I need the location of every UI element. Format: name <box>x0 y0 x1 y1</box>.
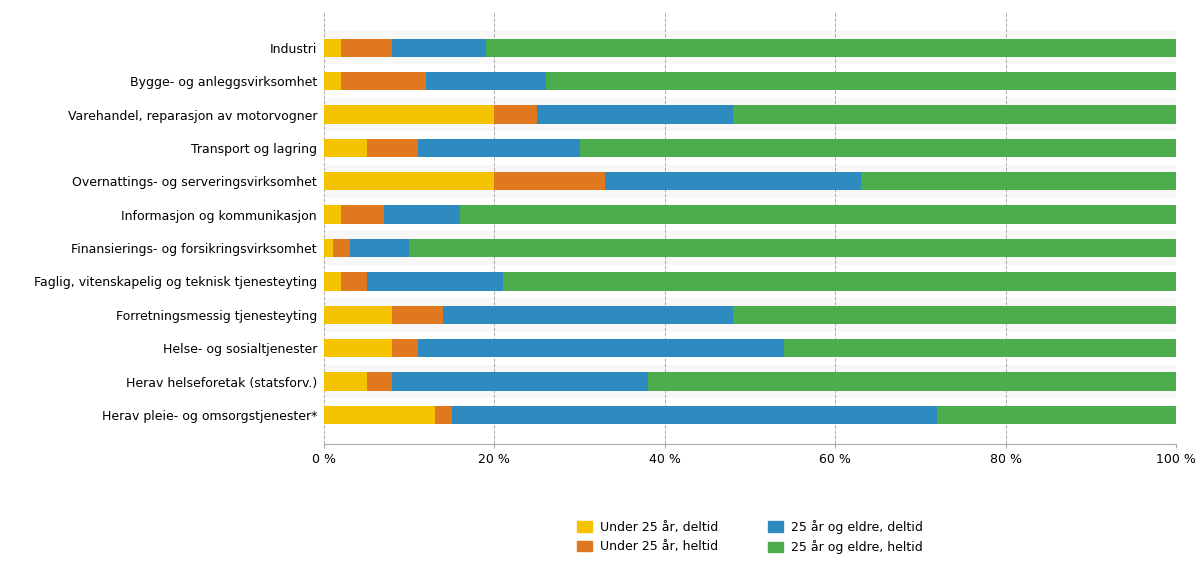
Bar <box>384 205 461 224</box>
Bar <box>392 339 418 357</box>
Bar <box>367 272 503 291</box>
Bar <box>324 72 341 90</box>
Bar <box>324 365 1176 398</box>
Bar <box>324 39 341 57</box>
Bar <box>392 39 486 57</box>
Bar <box>418 139 580 157</box>
Bar <box>418 339 784 357</box>
Bar <box>392 373 648 391</box>
Bar <box>324 31 1176 64</box>
Bar <box>392 306 443 324</box>
Bar <box>443 306 733 324</box>
Bar <box>367 373 392 391</box>
Bar <box>452 406 937 424</box>
Bar <box>324 373 367 391</box>
Bar <box>538 105 733 123</box>
Bar <box>937 406 1176 424</box>
Bar <box>546 72 1176 90</box>
Bar <box>324 406 434 424</box>
Bar <box>605 172 860 191</box>
Bar <box>324 172 494 191</box>
Bar <box>341 205 384 224</box>
Bar <box>324 239 332 257</box>
Bar <box>324 339 392 357</box>
Bar <box>324 272 341 291</box>
Bar <box>648 373 1176 391</box>
Bar <box>324 98 1176 131</box>
Bar <box>367 139 418 157</box>
Bar <box>324 164 1176 198</box>
Bar <box>341 272 367 291</box>
Bar <box>349 239 409 257</box>
Bar <box>341 39 392 57</box>
Bar <box>434 406 452 424</box>
Bar <box>494 105 538 123</box>
Bar <box>324 105 494 123</box>
Bar <box>494 172 605 191</box>
Bar <box>426 72 546 90</box>
Bar <box>580 139 1176 157</box>
Legend: Under 25 år, deltid, Under 25 år, heltid, 25 år og eldre, deltid, 25 år og eldre: Under 25 år, deltid, Under 25 år, heltid… <box>572 515 928 559</box>
Bar <box>324 205 341 224</box>
Bar <box>461 205 1176 224</box>
Bar <box>341 72 426 90</box>
Bar <box>324 139 367 157</box>
Bar <box>733 105 1176 123</box>
Bar <box>409 239 1176 257</box>
Bar <box>486 39 1176 57</box>
Bar <box>860 172 1176 191</box>
Bar <box>733 306 1176 324</box>
Bar <box>324 232 1176 265</box>
Bar <box>324 298 1176 332</box>
Bar <box>784 339 1176 357</box>
Bar <box>503 272 1176 291</box>
Bar <box>332 239 349 257</box>
Bar <box>324 306 392 324</box>
